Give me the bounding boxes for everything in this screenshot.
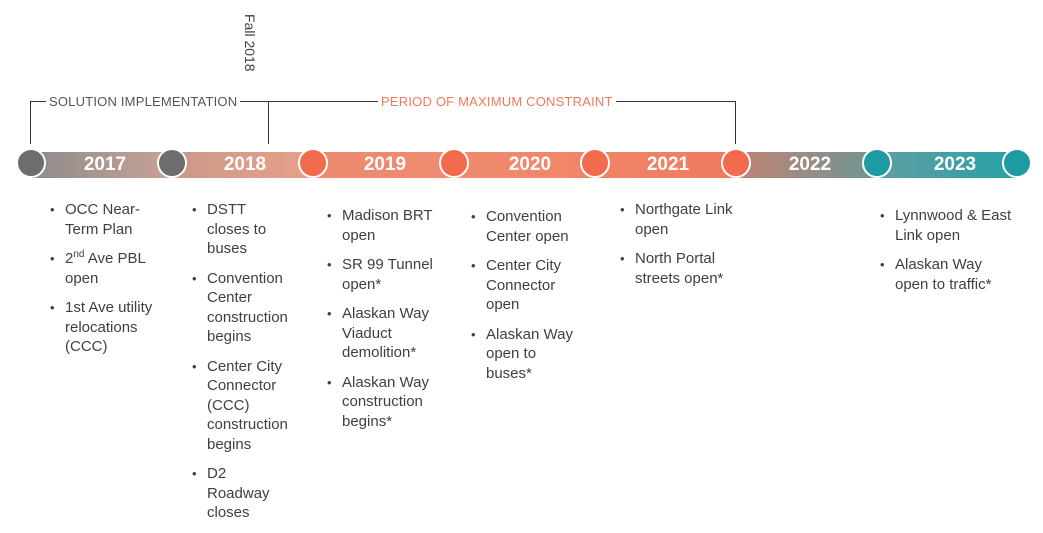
milestone-item: DSTT closes to buses [192, 200, 298, 259]
milestones-2018: DSTT closes to buses Convention Center c… [192, 200, 298, 533]
milestone-item: Alaskan Way open to traffic* [880, 255, 1030, 294]
milestones-2023: Lynnwood & East Link open Alaskan Way op… [880, 206, 1030, 304]
milestone-item: Northgate Link open [620, 200, 740, 239]
timeline-segment-2023 [876, 152, 1018, 178]
timeline-node [439, 148, 469, 178]
timeline-node [1002, 148, 1032, 178]
milestones-2017: OCC Near-Term Plan 2nd Ave PBL open 1st … [50, 200, 158, 367]
year-label: 2017 [83, 154, 127, 175]
milestone-item: Alaskan Way open to buses* [471, 325, 589, 384]
timeline-node [862, 148, 892, 178]
milestones-2019: Madison BRT open SR 99 Tunnel open* Alas… [327, 206, 451, 441]
milestone-item: Convention Center open [471, 207, 589, 246]
timeline-segment-2017 [30, 152, 172, 178]
timeline-segment-2021 [594, 152, 735, 178]
year-label: 2018 [223, 154, 267, 175]
year-label: 2022 [788, 154, 832, 175]
milestone-item: D2 Roadway closes [192, 464, 298, 523]
year-label: 2021 [646, 154, 690, 175]
timeline-node [580, 148, 610, 178]
year-label: 2019 [363, 154, 407, 175]
milestone-item: Convention Center construction begins [192, 269, 298, 347]
milestone-item: OCC Near-Term Plan [50, 200, 158, 239]
timeline-node [157, 148, 187, 178]
timeline-node [298, 148, 328, 178]
phase-label-constraint: PERIOD OF MAXIMUM CONSTRAINT [378, 94, 616, 109]
timeline-segment-2019 [313, 152, 454, 178]
milestone-item: 1st Ave utility relocations (CCC) [50, 298, 158, 357]
phase-label-solution: SOLUTION IMPLEMENTATION [46, 94, 241, 109]
timeline-segment-2022 [735, 152, 876, 178]
milestone-item: 2nd Ave PBL open [50, 249, 158, 288]
timeline-segment-2020 [454, 152, 594, 178]
timeline-node [721, 148, 751, 178]
milestones-2020: Convention Center open Center City Conne… [471, 207, 589, 393]
milestone-item: SR 99 Tunnel open* [327, 255, 451, 294]
milestone-item: Alaskan Way construction begins* [327, 373, 451, 432]
milestone-item: Center City Connector open [471, 256, 589, 315]
year-label: 2020 [508, 154, 552, 175]
milestone-item: North Portal streets open* [620, 249, 740, 288]
timeline-node [16, 148, 46, 178]
milestone-item: Madison BRT open [327, 206, 451, 245]
timeline-segment-2018 [172, 152, 313, 178]
milestones-2021: Northgate Link open North Portal streets… [620, 200, 740, 298]
fall-2018-marker: Fall 2018 [242, 14, 258, 72]
milestone-item: Lynnwood & East Link open [880, 206, 1030, 245]
milestone-item: Alaskan Way Viaduct demolition* [327, 304, 451, 363]
milestone-item: Center City Connector (CCC) construction… [192, 357, 298, 455]
year-label: 2023 [933, 154, 977, 175]
